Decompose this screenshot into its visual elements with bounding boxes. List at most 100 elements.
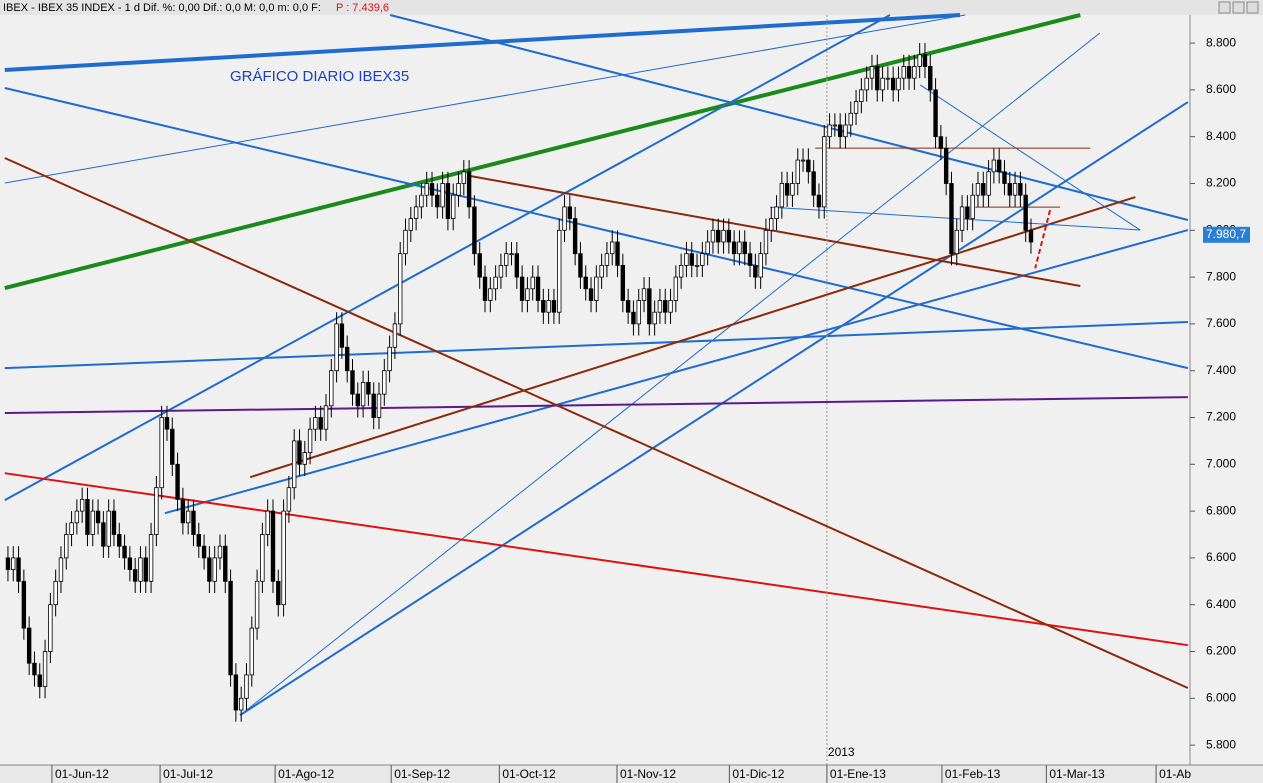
chart-title: GRÁFICO DIARIO IBEX35 <box>230 68 409 85</box>
window-button[interactable] <box>1232 1 1245 14</box>
header-text: IBEX - IBEX 35 INDEX - 1 d Dif. %: 0,00 … <box>3 2 321 14</box>
candle-body <box>339 323 345 348</box>
candle-body <box>122 545 127 559</box>
candle-body <box>848 112 853 126</box>
candle-body <box>360 381 366 407</box>
candle-body <box>498 264 504 278</box>
candle-body <box>196 534 201 547</box>
candle-body <box>233 674 239 711</box>
candle-body <box>975 183 981 196</box>
candle-body <box>758 253 763 278</box>
y-tick-label: 6.400 <box>1206 597 1236 611</box>
candle-body <box>663 300 668 313</box>
candle-body <box>678 264 684 278</box>
candle-body <box>572 218 578 255</box>
window-button[interactable] <box>1246 1 1259 14</box>
candle-body <box>657 300 663 313</box>
candle-body <box>85 498 90 535</box>
candle-body <box>742 241 747 255</box>
candle-body <box>509 253 514 256</box>
candle-body <box>795 159 800 184</box>
candle-body <box>949 183 954 255</box>
window-button[interactable] <box>1218 1 1231 14</box>
candle-body <box>875 66 880 91</box>
candle-body <box>456 183 461 196</box>
candle-body <box>334 323 339 372</box>
price-tag-label: 7.980,7 <box>1206 227 1246 241</box>
candle-body <box>48 604 53 652</box>
candle-body <box>869 66 875 79</box>
candle-body <box>376 393 382 418</box>
trendline <box>4 14 891 501</box>
candle-body <box>753 264 758 278</box>
candle-body <box>307 428 313 453</box>
candle-body <box>954 229 959 255</box>
candle-body <box>535 276 541 301</box>
y-tick-label: 7.800 <box>1206 269 1236 283</box>
candle-body <box>917 54 922 67</box>
candle-body <box>790 183 795 196</box>
candle-body <box>451 194 456 219</box>
trendline <box>1034 209 1052 269</box>
year-label: 2013 <box>828 745 855 759</box>
candle-body <box>260 534 265 582</box>
trendline <box>919 84 1141 231</box>
candle-body <box>525 288 530 301</box>
candle-body <box>965 206 970 219</box>
candle-body <box>731 241 737 255</box>
candle-body <box>281 510 286 606</box>
candle-body <box>419 194 424 208</box>
candle-body <box>398 253 403 325</box>
trendline <box>4 14 966 184</box>
candle-body <box>620 264 626 301</box>
candle-body <box>1028 229 1034 243</box>
candle-body <box>991 159 997 173</box>
candle-body <box>37 674 42 688</box>
x-tick-label: 01-Jun-12 <box>55 767 109 781</box>
candle-body <box>737 241 742 255</box>
candle-body <box>143 557 148 582</box>
candle-body <box>959 206 965 231</box>
candle-body <box>90 510 95 535</box>
candle-body <box>631 311 636 325</box>
candle-body <box>445 183 451 219</box>
candle-body <box>578 253 583 278</box>
candle-body <box>530 276 535 290</box>
candle-body <box>652 311 657 325</box>
trendline <box>4 13 1081 291</box>
candle-body <box>864 77 869 91</box>
y-tick-label: 7.000 <box>1206 456 1236 470</box>
candle-body <box>933 89 938 138</box>
candle-body <box>604 253 610 266</box>
candle-body <box>42 651 48 688</box>
candle-body <box>641 288 647 301</box>
candle-body <box>716 229 721 243</box>
x-tick-label: 01-Sep-12 <box>394 767 450 781</box>
candle-body <box>435 194 440 208</box>
candle-body <box>668 300 673 313</box>
x-tick-label: 01-Nov-12 <box>620 767 676 781</box>
candle-body <box>705 241 710 255</box>
candle-body <box>816 194 822 208</box>
y-tick-label: 8.800 <box>1206 35 1236 49</box>
candle-body <box>562 206 567 231</box>
trendline <box>4 321 1188 370</box>
candle-body <box>996 159 1002 173</box>
candle-body <box>853 101 859 114</box>
candle-body <box>207 557 212 582</box>
candle-body <box>101 522 106 547</box>
candle-body <box>880 77 885 91</box>
trendline <box>469 175 1081 287</box>
candle-body <box>721 229 726 243</box>
candle-body <box>64 534 69 559</box>
candle-body <box>599 264 604 278</box>
candle-body <box>546 300 551 313</box>
candle-body <box>148 534 154 582</box>
candle-body <box>827 124 832 138</box>
candle-body <box>843 124 848 138</box>
candle-body <box>726 229 732 243</box>
candle-body <box>69 522 74 535</box>
candle-body <box>366 381 371 395</box>
x-tick-label: 01-Ab <box>1159 767 1191 781</box>
candle-body <box>212 557 217 582</box>
